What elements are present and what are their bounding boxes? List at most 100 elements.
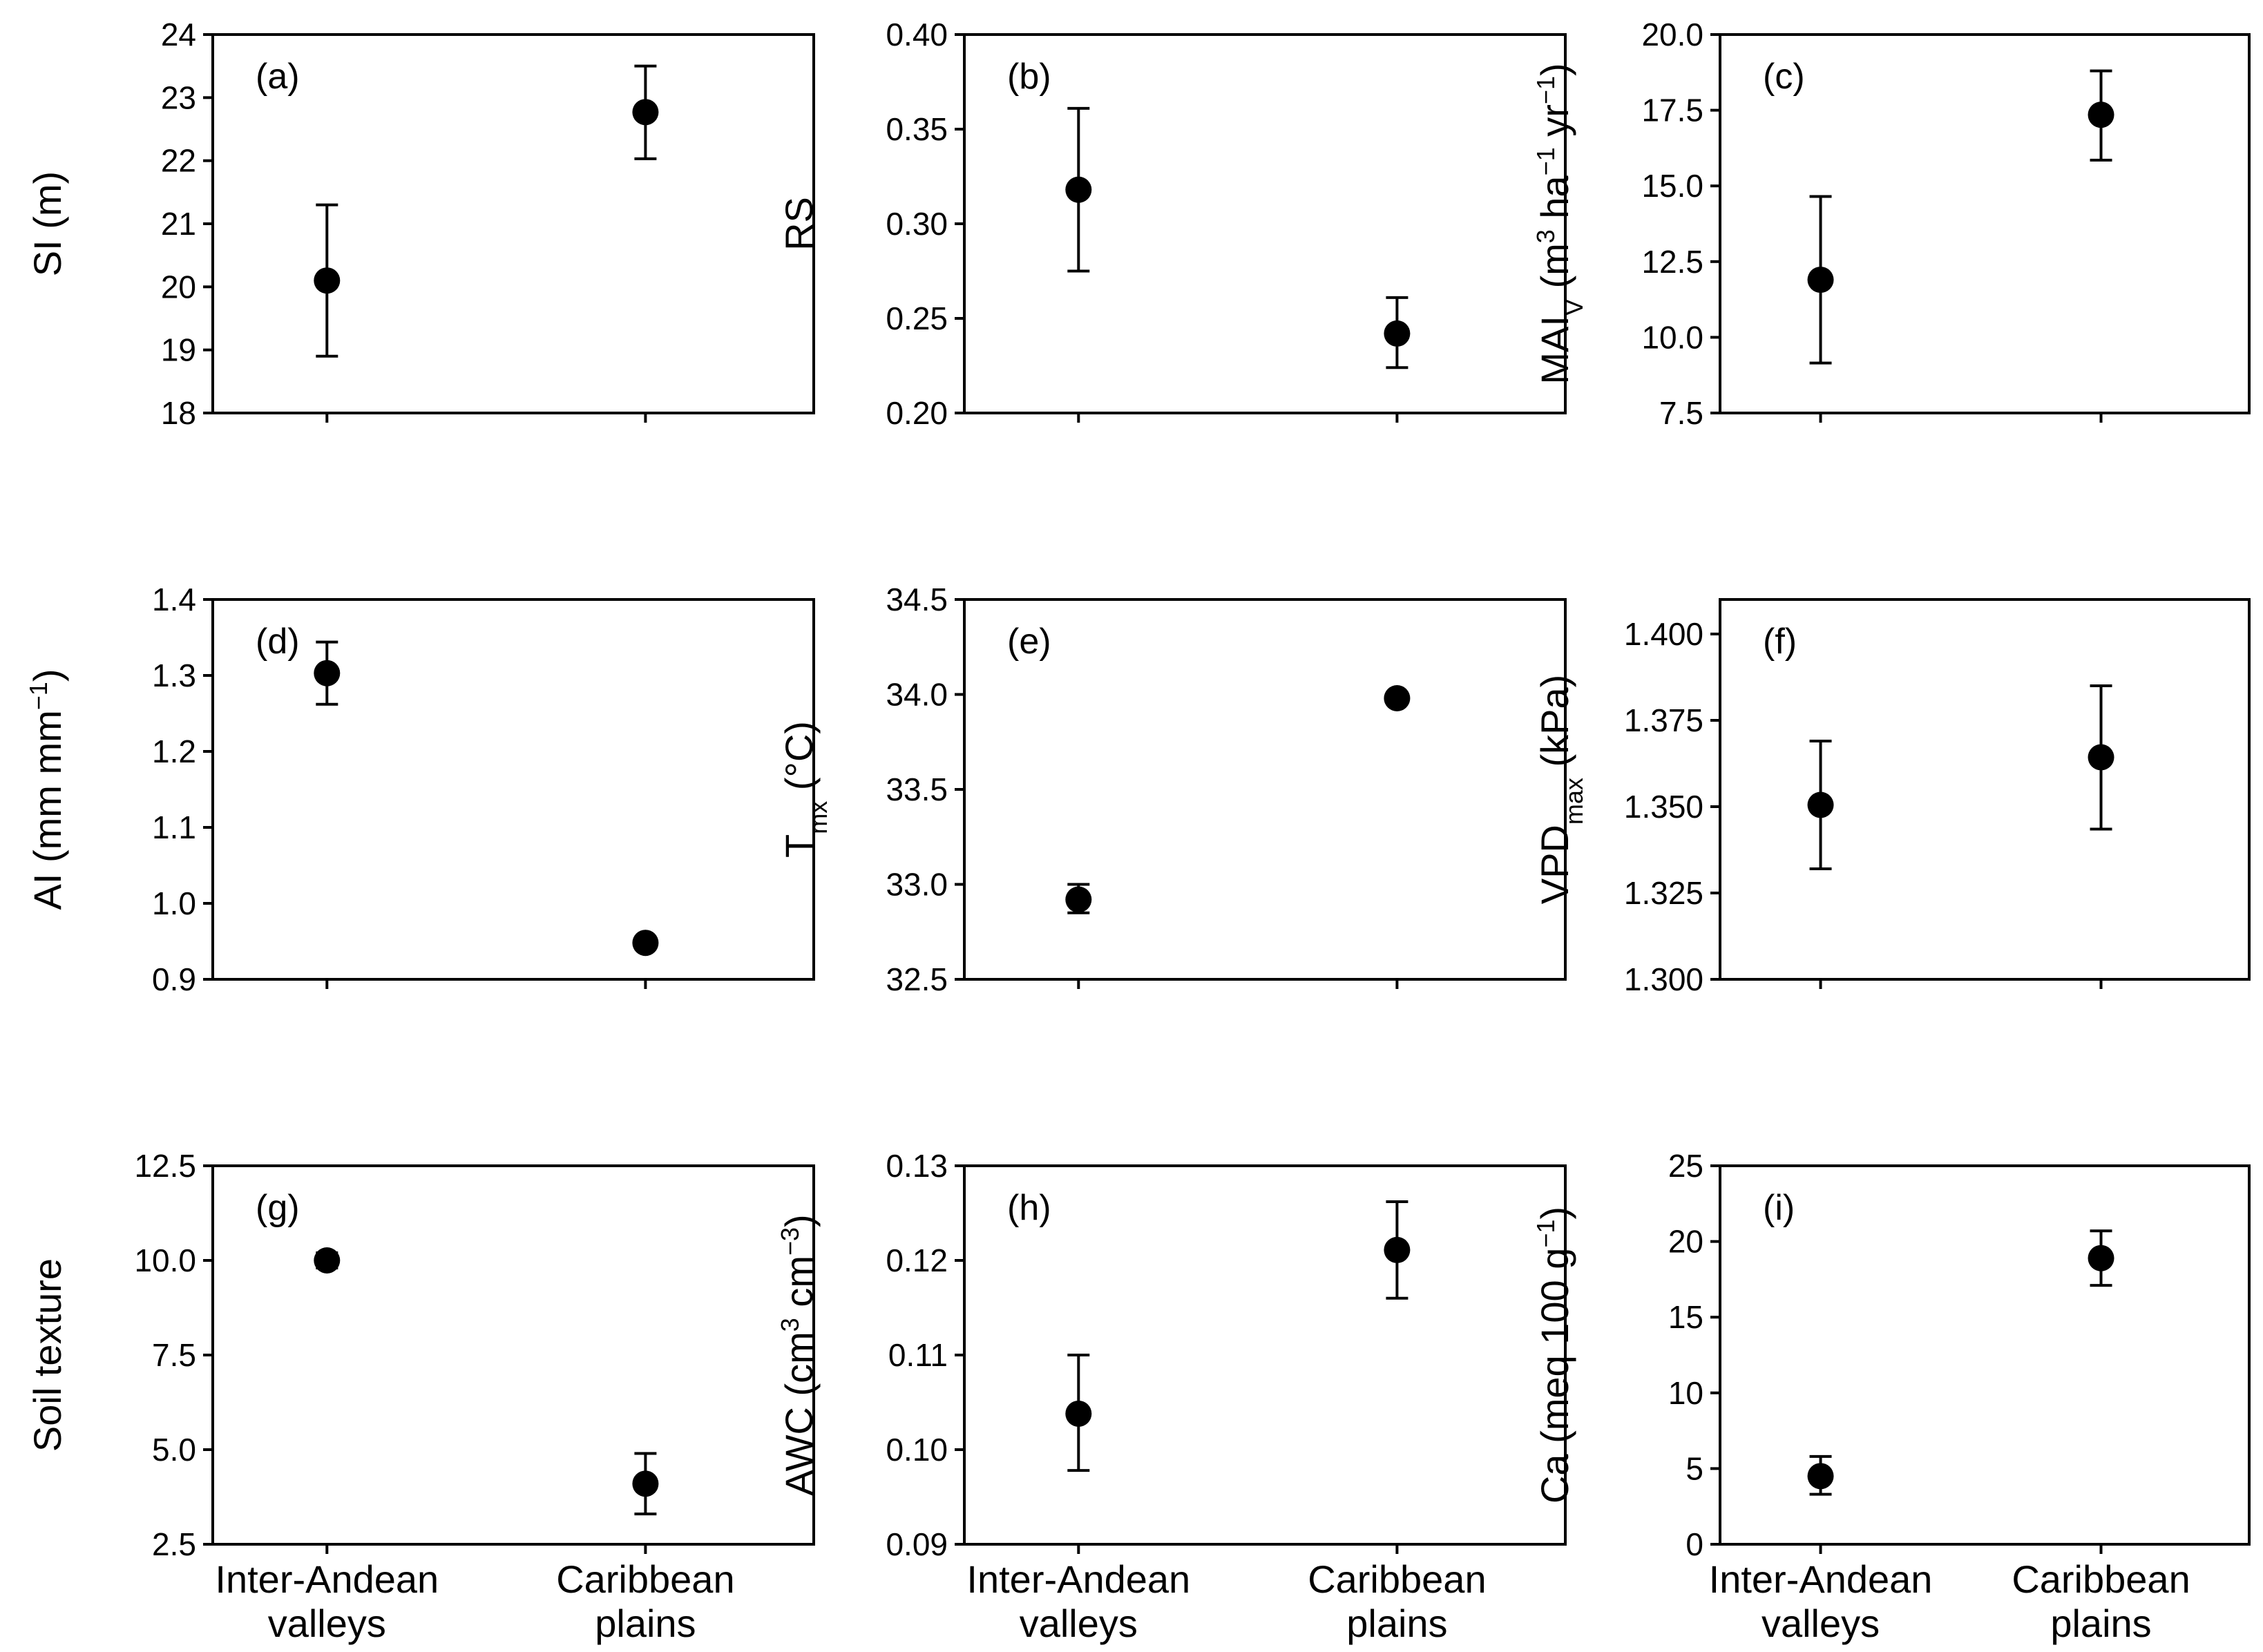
plot-frame [1719, 33, 2251, 414]
y-tick-label: 0.10 [886, 1432, 948, 1468]
panel-b: 0.20 0.25 0.30 0.35 0.40 (b) RS [777, 17, 1567, 431]
data-point [314, 267, 341, 294]
x-category-label: Inter-Andean [1709, 1557, 1933, 1601]
panel-label: (a) [256, 57, 300, 97]
panel-c: 7.5 10.0 12.5 15.0 17.5 20.0 (c) MAIV (m3 ha−1 … [1531, 17, 2251, 431]
y-tick-label: 34.0 [886, 677, 948, 713]
data-point [1065, 1400, 1092, 1427]
x-category-label: Caribbean [556, 1557, 734, 1601]
y-tick-label: 0.09 [886, 1526, 948, 1562]
x-category-label: Caribbean [1308, 1557, 1486, 1601]
y-tick-label: 1.2 [152, 733, 196, 769]
y-tick-label: 21 [161, 206, 196, 242]
y-tick-label: 32.5 [886, 961, 948, 997]
y-tick-label: 23 [161, 79, 196, 115]
x-category-label: Inter-Andean [966, 1557, 1190, 1601]
panel-label: (g) [256, 1188, 300, 1228]
y-axis-label: AI (mm mm−1) [24, 669, 70, 910]
y-tick-label: 1.1 [152, 809, 196, 845]
plot-frame [211, 33, 815, 414]
panel-label: (h) [1007, 1188, 1051, 1228]
y-tick-label: 10 [1668, 1375, 1703, 1411]
y-tick-label: 10.0 [1641, 319, 1703, 355]
panel-label: (b) [1007, 57, 1051, 97]
y-axis-label: VPDmax (kPa) [1533, 675, 1588, 905]
data-point [2088, 744, 2114, 771]
y-tick-label: 0.11 [888, 1337, 948, 1373]
y-tick-label: 33.5 [886, 771, 948, 807]
plot-frame [963, 1164, 1567, 1546]
y-axis-label: SI (m) [26, 171, 69, 276]
y-tick-label: 0 [1686, 1526, 1703, 1562]
y-tick-label: 12.5 [134, 1148, 196, 1184]
y-tick-label: 20 [161, 269, 196, 305]
y-tick-label: 20.0 [1641, 17, 1703, 52]
y-tick-label: 33.0 [886, 867, 948, 903]
panel-label: (e) [1007, 622, 1051, 662]
y-axis-label: AWC (cm3 cm−3) [776, 1214, 821, 1495]
y-axis-label: Tmx (°C) [777, 721, 832, 858]
y-tick-label: 0.30 [886, 206, 948, 242]
y-tick-label: 1.400 [1624, 616, 1703, 652]
y-tick-label: 7.5 [1659, 395, 1703, 431]
x-category-label: plains [595, 1602, 696, 1645]
data-point [1384, 685, 1411, 711]
data-point [2088, 102, 2114, 128]
y-tick-label: 1.0 [152, 885, 196, 921]
data-point [1807, 1463, 1834, 1490]
y-tick-label: 5 [1686, 1450, 1703, 1486]
y-axis-label: Soil texture [26, 1258, 69, 1452]
plot-frame [211, 598, 815, 981]
data-point [1807, 267, 1834, 294]
y-tick-label: 10.0 [134, 1242, 196, 1278]
y-tick-label: 0.9 [152, 961, 196, 997]
data-point [632, 1470, 659, 1497]
x-category-label: valleys [1020, 1602, 1138, 1645]
plot-frame [963, 598, 1567, 981]
data-point [314, 1247, 341, 1274]
y-axis-label: MAIV (m3 ha−1 yr−1) [1531, 63, 1588, 384]
x-category-label: plains [2050, 1602, 2151, 1645]
plot-frame [963, 33, 1567, 414]
data-point [2088, 1245, 2114, 1271]
panel-label: (f) [1763, 622, 1797, 662]
y-tick-label: 0.20 [886, 395, 948, 431]
plot-frame [1719, 598, 2251, 981]
data-point [314, 660, 341, 686]
y-tick-label: 24 [161, 17, 196, 52]
y-tick-label: 22 [161, 143, 196, 179]
panel-f: 1.300 1.325 1.350 1.375 1.400 (f) VPDmax (kPa) [1533, 598, 2251, 997]
data-point [1065, 886, 1092, 913]
y-tick-label: 0.13 [886, 1148, 948, 1184]
x-category-label: Caribbean [2012, 1557, 2190, 1601]
x-category-label: valleys [1761, 1602, 1880, 1645]
panel-a: 18 19 20 21 22 23 24 (a) SI (m) [26, 17, 815, 431]
y-tick-label: 20 [1668, 1224, 1703, 1260]
x-category-label: plains [1346, 1602, 1447, 1645]
panel-label: (c) [1763, 57, 1805, 97]
y-tick-label: 5.0 [152, 1432, 196, 1468]
y-tick-label: 0.35 [886, 111, 948, 147]
data-point [1065, 176, 1092, 203]
y-tick-label: 19 [161, 332, 196, 368]
y-axis-label: Ca (meq 100 g−1) [1531, 1207, 1577, 1504]
y-tick-label: 17.5 [1641, 93, 1703, 128]
y-tick-label: 0.25 [886, 300, 948, 336]
data-point [1384, 1236, 1411, 1263]
panel-d: 0.9 1.0 1.1 1.2 1.3 1.4 (d) AI (mm mm−1) [24, 582, 815, 997]
data-point [632, 930, 659, 957]
y-axis-label: RS [777, 197, 821, 251]
y-tick-label: 12.5 [1641, 244, 1703, 280]
panel-label: (i) [1763, 1188, 1795, 1228]
y-tick-label: 0.40 [886, 17, 948, 52]
panel-e: 32.5 33.0 33.5 34.0 34.5 (e) Tmx (°C) [777, 582, 1567, 997]
y-tick-label: 1.350 [1624, 789, 1703, 825]
data-point [1807, 791, 1834, 818]
y-tick-label: 25 [1668, 1148, 1703, 1184]
y-tick-label: 2.5 [152, 1526, 196, 1562]
y-tick-label: 34.5 [886, 582, 948, 617]
plot-frame [1719, 1164, 2251, 1546]
